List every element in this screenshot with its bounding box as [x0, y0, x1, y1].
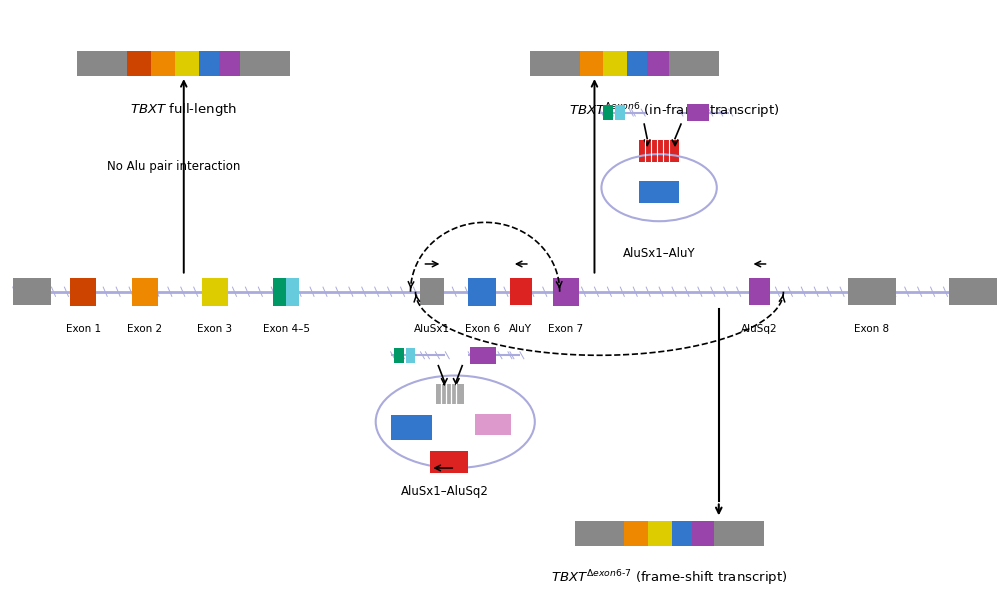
Bar: [127, 51, 151, 76]
Bar: [575, 521, 624, 546]
Text: $\it{TBXT}^{\Delta exon6}$ (in-frame transcript): $\it{TBXT}^{\Delta exon6}$ (in-frame tra…: [569, 101, 779, 120]
Bar: [240, 51, 290, 76]
Bar: [199, 51, 219, 76]
Bar: [430, 451, 468, 473]
Bar: [13, 279, 51, 305]
Bar: [615, 106, 625, 120]
Text: Exon 7: Exon 7: [548, 324, 583, 333]
Bar: [420, 279, 444, 305]
Bar: [627, 51, 647, 76]
Text: $\it{TBXT}^{\Delta exon6\text{-}7}$ (frame-shift transcript): $\it{TBXT}^{\Delta exon6\text{-}7}$ (fra…: [551, 568, 787, 588]
Bar: [692, 521, 714, 546]
Bar: [273, 278, 286, 305]
Bar: [70, 278, 96, 305]
Bar: [714, 521, 764, 546]
Bar: [648, 521, 672, 546]
Bar: [510, 279, 532, 305]
Bar: [603, 106, 613, 120]
Bar: [202, 278, 228, 305]
Bar: [530, 51, 580, 76]
Bar: [77, 51, 127, 76]
Bar: [286, 278, 299, 305]
Text: Exon 2: Exon 2: [127, 324, 163, 333]
Text: AluSx1: AluSx1: [414, 324, 450, 333]
Text: Exon 8: Exon 8: [854, 324, 889, 333]
Bar: [949, 279, 997, 305]
Text: Exon 4–5: Exon 4–5: [263, 324, 310, 333]
Bar: [580, 51, 603, 76]
Text: AluSx1–AluY: AluSx1–AluY: [623, 247, 695, 260]
Bar: [669, 51, 719, 76]
Bar: [639, 140, 679, 162]
Bar: [406, 347, 415, 363]
Bar: [687, 104, 709, 121]
Bar: [394, 347, 404, 363]
Text: AluSx1–AluSq2: AluSx1–AluSq2: [401, 485, 489, 498]
Bar: [132, 278, 158, 305]
Bar: [639, 181, 679, 203]
Text: $\it{TBXT}$ full-length: $\it{TBXT}$ full-length: [130, 101, 237, 118]
Text: Exon 3: Exon 3: [197, 324, 232, 333]
Bar: [470, 347, 496, 364]
Bar: [468, 278, 496, 305]
Bar: [151, 51, 175, 76]
Text: Exon 6: Exon 6: [465, 324, 500, 333]
Bar: [175, 51, 199, 76]
Bar: [436, 384, 464, 404]
Bar: [624, 521, 648, 546]
Bar: [475, 415, 511, 435]
Bar: [603, 51, 627, 76]
Bar: [647, 51, 669, 76]
Text: No Alu pair interaction: No Alu pair interaction: [107, 160, 241, 173]
Bar: [848, 279, 896, 305]
Bar: [391, 415, 432, 439]
Bar: [749, 279, 770, 305]
Bar: [553, 278, 579, 305]
Bar: [672, 521, 692, 546]
Text: AluSq2: AluSq2: [741, 324, 778, 333]
Text: Exon 1: Exon 1: [66, 324, 101, 333]
Text: AluY: AluY: [509, 324, 532, 333]
Bar: [219, 51, 240, 76]
